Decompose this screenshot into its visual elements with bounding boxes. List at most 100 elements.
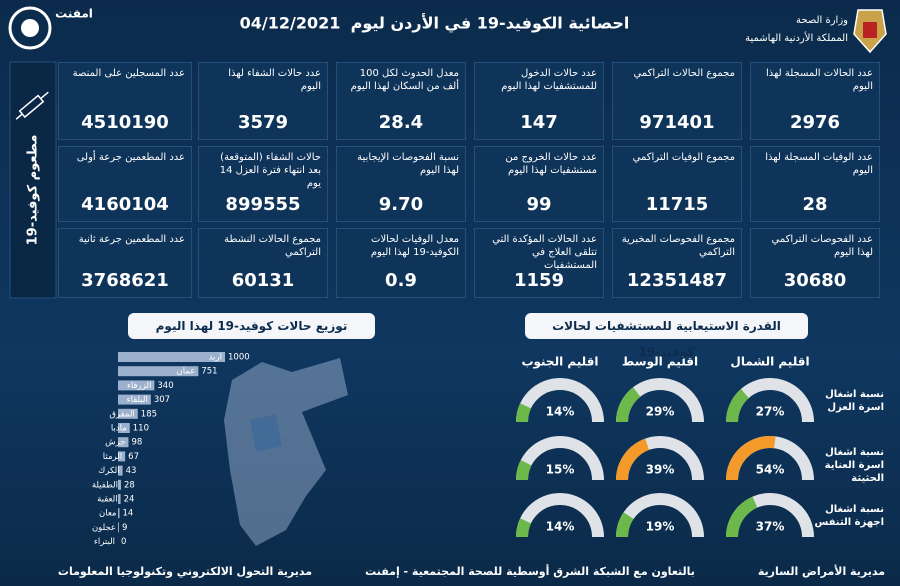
stat-tile: معدل الوفيات لحالات الكوفيد-19 لهذا اليو… <box>336 228 466 298</box>
vaccine-title: مطعوم كوفيد-19 <box>26 135 41 246</box>
chart-title: توزيع حالات كوفيد-19 لهذا اليوم <box>128 313 375 339</box>
gauge-value: 19% <box>646 520 675 534</box>
value-label: 28 <box>124 480 135 490</box>
vaccine-tile: عدد المطعمين جرعة ثانية 3768621 <box>58 228 192 298</box>
stat-value: 30680 <box>783 270 847 291</box>
bar <box>118 465 123 476</box>
page-title: احصائية الكوفيد-19 في الأردن ليوم <box>351 14 630 34</box>
gauge-fill <box>726 388 750 423</box>
value-label: 751 <box>201 367 217 377</box>
gauge-fill <box>516 460 532 481</box>
row-label: نسبة اشغال اسرة العناية الحثيثة <box>824 447 884 484</box>
gauge-fill <box>726 436 776 481</box>
vaccine-tile: عدد المطعمين جرعة أولى 4160104 <box>58 146 192 222</box>
stat-value: 147 <box>520 112 558 133</box>
stat-value: 0.9 <box>385 270 417 291</box>
region-label: اقليم الشمال <box>730 355 809 369</box>
gauge-fill <box>516 518 532 538</box>
gauge-value: 15% <box>546 463 575 477</box>
gauge-value: 54% <box>756 463 785 477</box>
stat-value: 12351487 <box>626 270 728 291</box>
stat-tile: مجموع الحالات التراكمي 971401 <box>612 62 742 140</box>
gauge-value: 37% <box>756 520 785 534</box>
stat-label: حالات الشفاء (المتوقعة) بعد انتهاء فترة … <box>219 152 321 189</box>
stat-tile: عدد حالات الخروج من مستشفيات لهذا اليوم 9… <box>474 146 604 222</box>
stat-value: 3579 <box>237 112 289 133</box>
category-label: العقبة <box>97 495 117 505</box>
value-label: 98 <box>131 438 142 448</box>
vaccine-value: 3768621 <box>81 270 169 291</box>
stat-value: 28.4 <box>378 112 424 133</box>
bar <box>118 408 138 419</box>
value-label: 340 <box>157 381 173 391</box>
vaccine-value: 4160104 <box>81 194 169 215</box>
stat-label: معدل الوفيات لحالات الكوفيد-19 لهذا اليو… <box>370 234 459 258</box>
capacity-title: القدرة الاستيعابية للمستشفيات لحالات كوف… <box>525 313 808 359</box>
stat-tile: معدل الحدوث لكل 100 ألف من السكان لهذا ا… <box>336 62 466 140</box>
gauge-fill <box>516 403 532 423</box>
stat-tile: حالات الشفاء (المتوقعة) بعد انتهاء فترة … <box>198 146 328 222</box>
stat-label: نسبة الفحوصات الإيجابية لهذا اليوم <box>357 152 459 176</box>
stat-label: عدد حالات الشفاء لهذا اليوم <box>228 68 321 92</box>
category-label: الكرك <box>98 466 119 476</box>
category-label: عمان <box>177 367 196 377</box>
bar <box>118 494 121 504</box>
stat-label: معدل الحدوث لكل 100 ألف من السكان لهذا ا… <box>350 68 459 92</box>
bar <box>118 479 121 490</box>
stat-tile: مجموع الوفيات التراكمي 11715 <box>612 146 742 222</box>
jordan-map <box>224 358 348 546</box>
value-label: 43 <box>126 466 137 476</box>
value-label: 307 <box>154 395 170 405</box>
stat-label: عدد حالات الدخول للمستشفيات لهذا اليوم <box>501 68 597 92</box>
value-label: 24 <box>124 495 135 505</box>
stat-tile: عدد حالات الشفاء لهذا اليوم 3579 <box>198 62 328 140</box>
category-label: الرمثا <box>103 452 122 462</box>
row-label: نسبة اشغال اجهزة التنفس <box>814 504 884 528</box>
category-label: البلقاء <box>127 395 148 405</box>
value-label: 14 <box>122 509 133 519</box>
stat-label: عدد الحالات المؤكدة التي تتلقى العلاج في… <box>492 234 597 271</box>
footer-center: بالتعاون مع الشبكة الشرق أوسطية للصحة ال… <box>365 564 695 578</box>
value-label: 67 <box>128 452 139 462</box>
category-label: المفرق <box>109 409 134 419</box>
stat-label: عدد حالات الخروج من مستشفيات لهذا اليوم <box>505 152 597 176</box>
gauge-fill <box>616 387 641 423</box>
vaccine-label: عدد المطعمين جرعة ثانية <box>78 234 185 245</box>
stat-tile: مجموع الحالات النشطة التراكمي 60131 <box>198 228 328 298</box>
category-label: البتراء <box>94 537 115 547</box>
date: 04/12/2021 <box>240 14 341 33</box>
category-label: معان <box>99 509 117 519</box>
ministry-emblem-shield <box>863 22 877 38</box>
stat-label: عدد الوفيات المسجلة لهذا اليوم <box>765 152 873 176</box>
stat-label: مجموع الوفيات التراكمي <box>632 152 735 163</box>
category-label: الطفيلة <box>92 480 118 490</box>
category-label: مادبا <box>111 424 127 434</box>
bar <box>118 380 155 391</box>
stat-label: مجموع الفحوصات المخبرية التراكمي <box>621 234 735 258</box>
stat-value: 28 <box>802 194 828 215</box>
brand-logo-core <box>21 19 39 37</box>
gauge-fill <box>616 512 634 538</box>
gauge-fill <box>616 438 650 481</box>
syringe-icon <box>15 91 49 120</box>
stat-tile: عدد الحالات المسجلة لهذا اليوم 2976 <box>750 62 880 140</box>
stat-value: 2976 <box>789 112 841 133</box>
stat-label: عدد الحالات المسجلة لهذا اليوم <box>766 68 873 92</box>
vaccine-tile: عدد المسجلين على المنصة 4510190 <box>58 62 192 140</box>
stat-value: 1159 <box>513 270 565 291</box>
stat-label: مجموع الحالات التراكمي <box>633 68 735 79</box>
footer-left: مديرية التحول الالكتروني وتكنولوجيا المع… <box>58 565 312 578</box>
stat-label: مجموع الحالات النشطة التراكمي <box>224 234 321 258</box>
vaccine-value: 4510190 <box>81 112 169 133</box>
stat-tile: مجموع الفحوصات المخبرية التراكمي 12351487 <box>612 228 742 298</box>
bar <box>118 352 225 362</box>
stat-tile: عدد الوفيات المسجلة لهذا اليوم 28 <box>750 146 880 222</box>
bar <box>118 522 119 533</box>
ministry: وزارة الصحة <box>796 15 848 26</box>
value-label: 9 <box>122 523 127 533</box>
value-label: 0 <box>121 537 126 547</box>
stat-value: 899555 <box>225 194 301 215</box>
bar <box>118 394 151 405</box>
